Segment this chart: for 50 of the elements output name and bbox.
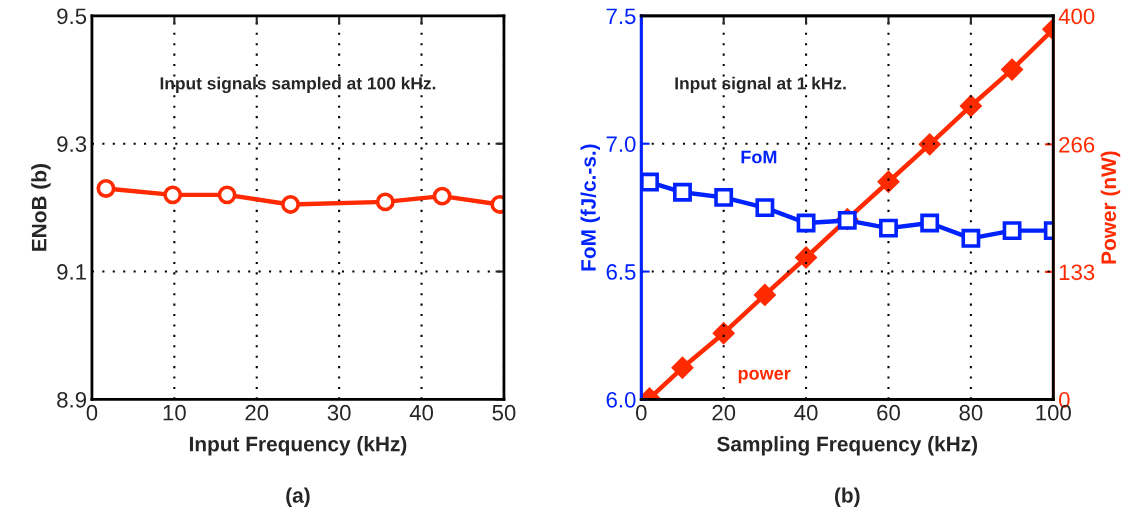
point — [671, 357, 694, 379]
point — [920, 213, 940, 233]
point — [961, 228, 981, 248]
x-tick-label: 60 — [877, 404, 900, 421]
x-axis-title: Input Frequency (kHz) — [189, 436, 407, 456]
point — [796, 213, 816, 233]
y-tick-label: 7.5 — [606, 8, 636, 25]
point — [673, 182, 692, 202]
x-tick-label: 20 — [712, 404, 736, 421]
x-tick-label: 0 — [86, 404, 98, 421]
y-tick-label: 9.1 — [57, 264, 86, 280]
point — [1002, 221, 1022, 241]
point — [714, 187, 734, 207]
text: (b) — [835, 487, 860, 507]
point — [1001, 58, 1023, 81]
point — [919, 133, 941, 155]
y-tick-label: 9.5 — [57, 8, 87, 25]
x-tick-label: 80 — [959, 404, 983, 421]
x-tick-label: 40 — [409, 404, 434, 421]
x-tick-label: 20 — [245, 404, 269, 421]
annotation: Input signals sampled at 100 kHz. — [160, 76, 436, 94]
x-tick-label: 40 — [794, 404, 818, 421]
x-tick-label: 10 — [163, 404, 186, 421]
x-axis-title: Sampling Frequency (kHz) — [717, 436, 978, 456]
point — [641, 172, 659, 192]
series-label: FoM — [741, 150, 777, 164]
y2-axis-title: Power (nW) — [1100, 151, 1121, 264]
x-tick-label: 30 — [327, 404, 351, 421]
point — [795, 246, 817, 269]
text: (a) — [286, 487, 310, 507]
y-tick-label: 6.5 — [606, 264, 636, 280]
y2-tick-label: 400 — [1058, 8, 1095, 25]
y-tick-label: 6.0 — [606, 391, 636, 408]
y-axis-title: ENoB (b) — [31, 164, 51, 251]
point — [755, 198, 775, 218]
point — [713, 322, 735, 344]
y2-tick-label: 266 — [1059, 136, 1095, 153]
point — [960, 95, 982, 117]
point — [879, 218, 898, 238]
point — [754, 284, 776, 306]
y2-tick-label: 133 — [1059, 264, 1095, 281]
y-tick-label: 8.9 — [57, 391, 87, 408]
point — [877, 171, 900, 193]
series-label: power — [738, 369, 791, 384]
x-tick-label: 50 — [492, 404, 516, 421]
y-tick-label: 9.3 — [57, 136, 87, 152]
annotation: Input signal at 1 kHz. — [675, 76, 846, 94]
y-tick-label: 7.0 — [606, 136, 636, 152]
y-axis-title: FoM (fJ/c.-s.) — [580, 144, 600, 271]
x-tick-label: 0 — [635, 404, 647, 421]
